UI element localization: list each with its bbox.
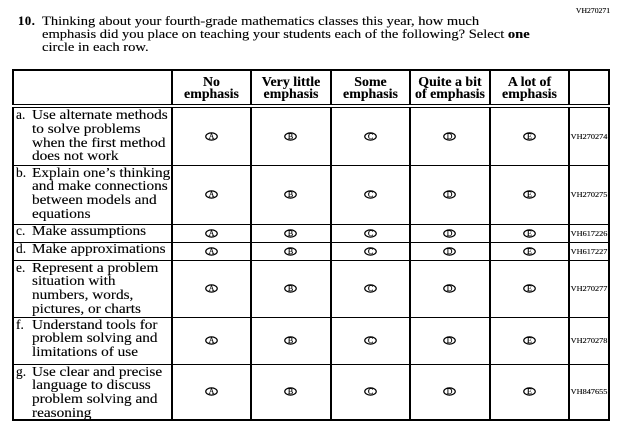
svg-text:C: C: [367, 229, 372, 238]
svg-text:E: E: [527, 132, 532, 141]
svg-text:B: B: [288, 132, 293, 141]
svg-text:E: E: [527, 387, 532, 396]
svg-text:D: D: [447, 190, 453, 199]
svg-text:E: E: [527, 247, 532, 256]
svg-text:A: A: [208, 387, 214, 396]
svg-text:D: D: [447, 229, 453, 238]
svg-text:A: A: [208, 284, 214, 293]
svg-text:B: B: [288, 284, 293, 293]
svg-text:B: B: [288, 387, 293, 396]
svg-text:C: C: [367, 190, 372, 199]
svg-text:E: E: [527, 229, 532, 238]
svg-text:D: D: [447, 284, 453, 293]
svg-text:C: C: [367, 387, 372, 396]
svg-text:A: A: [208, 190, 214, 199]
svg-text:C: C: [367, 336, 372, 345]
svg-text:D: D: [447, 247, 453, 256]
svg-text:E: E: [527, 190, 532, 199]
svg-text:A: A: [208, 247, 214, 256]
svg-text:B: B: [288, 247, 293, 256]
svg-text:C: C: [367, 132, 372, 141]
svg-text:A: A: [208, 336, 214, 345]
svg-text:D: D: [447, 132, 453, 141]
svg-text:C: C: [367, 284, 372, 293]
svg-text:D: D: [447, 336, 453, 345]
svg-text:E: E: [527, 284, 532, 293]
svg-text:B: B: [288, 229, 293, 238]
svg-text:A: A: [208, 229, 214, 238]
svg-text:B: B: [288, 190, 293, 199]
svg-text:A: A: [208, 132, 214, 141]
svg-text:B: B: [288, 336, 293, 345]
svg-text:E: E: [527, 336, 532, 345]
svg-text:C: C: [367, 247, 372, 256]
svg-text:D: D: [447, 387, 453, 396]
